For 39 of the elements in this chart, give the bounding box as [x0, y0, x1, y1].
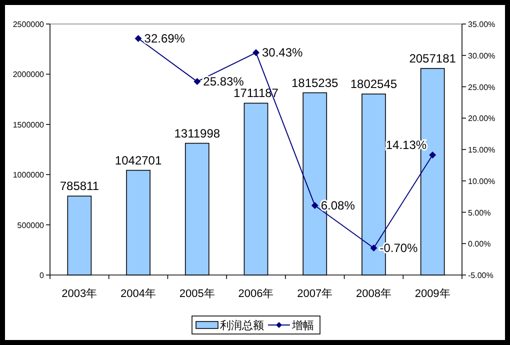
y2-tick-label: 20.00%	[468, 114, 496, 124]
y2-tick-label: -5.00%	[468, 271, 494, 280]
point	[370, 244, 378, 252]
point	[252, 49, 260, 56]
y-tick-label: 1000000	[12, 170, 45, 180]
data-label: 785811	[60, 179, 100, 194]
legend-label: 增幅	[291, 320, 314, 332]
x-tick-label: 2008年	[356, 288, 392, 300]
point	[194, 78, 201, 86]
y2-tick-label: 15.00%	[468, 146, 496, 154]
y2-tick-label: 30.00%	[468, 51, 496, 60]
x-tick-label: 2005年	[179, 288, 215, 300]
x-tick-label: 2009年	[414, 288, 450, 300]
data-label: 25.83%	[203, 74, 244, 89]
data-label: 2057181	[409, 51, 456, 66]
x-tick-label: 2007年	[297, 288, 333, 300]
y-tick-label: 1500000	[12, 120, 45, 130]
y2-tick-label: 35.00%	[468, 20, 496, 29]
legend-label: 利润总额	[220, 319, 264, 332]
data-label: 1815235	[292, 76, 339, 90]
y2-tick-label: 10.00%	[468, 176, 496, 186]
x-tick-label: 2006年	[238, 288, 274, 300]
data-label: 32.69%	[144, 31, 186, 46]
y-tick-label: 0	[40, 271, 45, 280]
data-label: 1042701	[114, 153, 162, 168]
y2-tick-label: 0.00%	[468, 240, 491, 249]
point	[134, 34, 142, 42]
point	[429, 151, 436, 158]
y2-tick-label: 25.00%	[468, 82, 496, 92]
data-label: 30.43%	[262, 46, 304, 60]
data-label: 1311998	[174, 126, 220, 140]
y2-tick-label: 5.00%	[468, 208, 491, 218]
y-tick-label: 500000	[17, 220, 45, 230]
x-tick-label: 2004年	[120, 288, 156, 300]
y-tick-label: 2500000	[12, 20, 45, 29]
data-label: 1802545	[350, 77, 398, 92]
x-tick-label: 2003年	[62, 288, 98, 300]
point	[311, 202, 318, 209]
y-tick-label: 2000000	[12, 70, 45, 80]
